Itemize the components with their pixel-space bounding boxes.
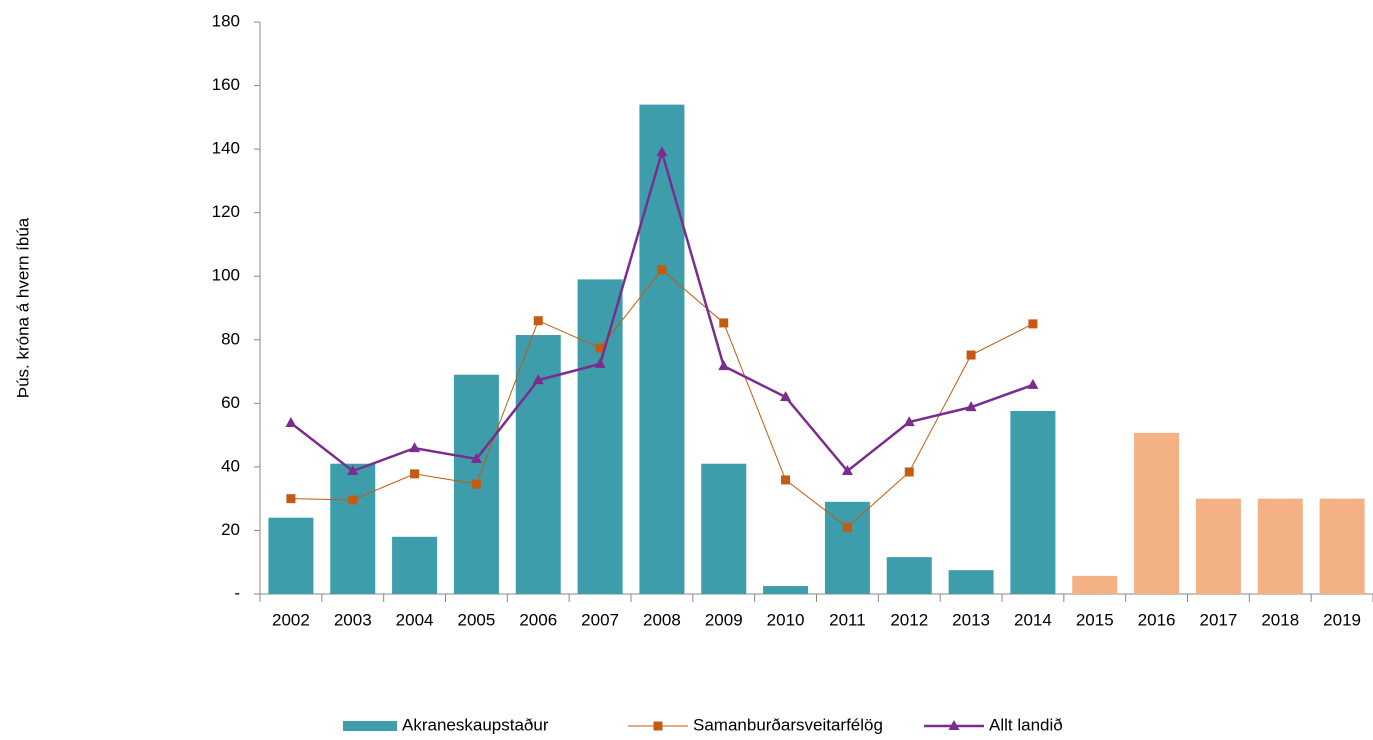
- bar: [268, 517, 314, 594]
- marker: [533, 316, 543, 326]
- x-tick-label: 2005: [458, 610, 496, 629]
- legend-swatch: [343, 721, 397, 731]
- y-tick-label: -: [234, 583, 240, 602]
- y-tick-label: 180: [212, 11, 240, 30]
- marker: [780, 390, 792, 401]
- marker: [719, 318, 729, 328]
- marker: [656, 146, 668, 157]
- marker: [1028, 319, 1038, 329]
- marker: [653, 721, 663, 731]
- x-tick-label: 2007: [581, 610, 619, 629]
- marker: [1027, 378, 1039, 389]
- legend-label: Akraneskaupstaður: [402, 715, 549, 734]
- x-tick-label: 2013: [952, 610, 990, 629]
- marker: [470, 452, 482, 463]
- bar: [577, 279, 623, 594]
- marker: [409, 442, 421, 453]
- x-tick-label: 2011: [829, 610, 866, 629]
- x-tick-label: 2015: [1076, 610, 1114, 629]
- bar: [948, 570, 994, 594]
- marker: [718, 360, 730, 371]
- marker: [286, 494, 296, 504]
- marker: [948, 720, 960, 730]
- legend-label: Samanburðarsveitarfélög: [693, 715, 883, 734]
- y-tick-label: 120: [212, 202, 240, 221]
- bar: [1072, 575, 1118, 594]
- x-tick-label: 2012: [890, 610, 928, 629]
- marker: [594, 357, 606, 368]
- x-tick-label: 2017: [1200, 610, 1238, 629]
- marker: [657, 265, 667, 275]
- bar: [763, 586, 809, 594]
- x-tick-label: 2016: [1138, 610, 1176, 629]
- x-tick-label: 2014: [1014, 610, 1052, 629]
- marker: [532, 374, 544, 385]
- y-tick-label: 140: [212, 139, 240, 158]
- y-tick-label: 80: [221, 329, 240, 348]
- marker: [842, 522, 852, 532]
- y-tick-label: 40: [221, 456, 240, 475]
- marker: [471, 479, 481, 489]
- marker: [966, 350, 976, 360]
- marker: [285, 417, 297, 428]
- marker: [410, 469, 420, 479]
- bar: [515, 335, 561, 594]
- x-tick-label: 2008: [643, 610, 681, 629]
- y-tick-label: 60: [221, 393, 240, 412]
- x-tick-label: 2009: [705, 610, 743, 629]
- y-axis-label: Þús. króna á hvern íbúa: [13, 217, 32, 398]
- x-tick-label: 2006: [519, 610, 557, 629]
- x-tick-label: 2004: [396, 610, 434, 629]
- bar: [392, 536, 438, 594]
- y-tick-label: 160: [212, 75, 240, 94]
- bar: [1257, 498, 1303, 594]
- bar: [1195, 498, 1241, 594]
- y-tick-label: 20: [221, 520, 240, 539]
- marker: [595, 343, 605, 353]
- bar: [639, 104, 685, 594]
- x-tick-label: 2003: [334, 610, 372, 629]
- x-tick-label: 2010: [767, 610, 805, 629]
- marker: [841, 465, 853, 476]
- bar: [330, 463, 376, 594]
- x-tick-label: 2018: [1261, 610, 1299, 629]
- x-tick-label: 2002: [272, 610, 310, 629]
- bar: [886, 557, 932, 594]
- marker: [965, 401, 977, 412]
- bar: [1010, 410, 1056, 594]
- marker: [904, 467, 914, 477]
- marker: [347, 465, 359, 476]
- marker: [903, 416, 915, 427]
- bar: [1134, 432, 1180, 594]
- bar: [824, 501, 870, 594]
- x-tick-label: 2019: [1323, 610, 1361, 629]
- marker: [348, 495, 358, 505]
- legend-label: Allt landið: [989, 715, 1063, 734]
- y-tick-label: 100: [212, 266, 240, 285]
- bar: [1319, 498, 1365, 594]
- marker: [781, 475, 791, 485]
- bar: [701, 463, 747, 594]
